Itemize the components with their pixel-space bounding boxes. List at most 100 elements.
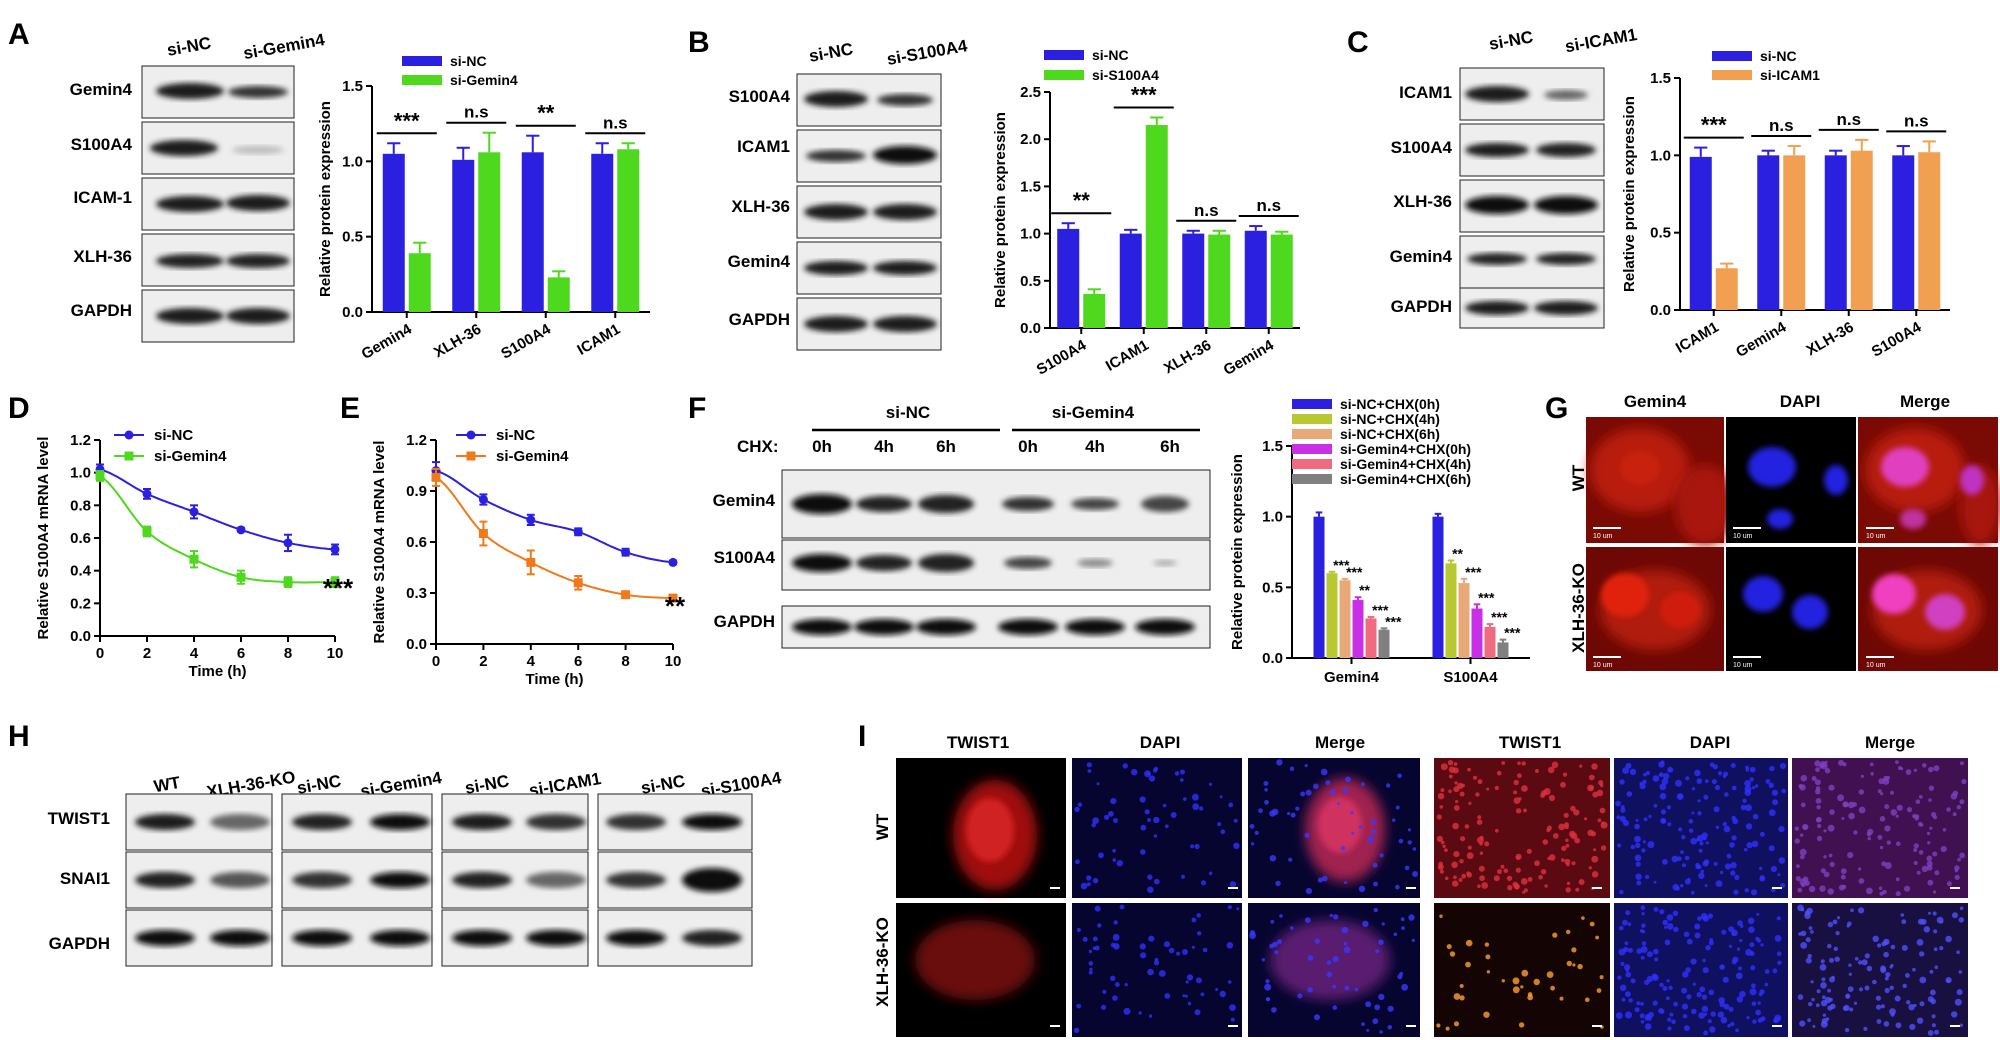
cell-dot <box>1823 829 1827 833</box>
cell-dot <box>1778 857 1786 864</box>
cell-dot <box>1673 1001 1678 1007</box>
cell-dot <box>1921 865 1929 872</box>
cell-dot <box>1148 775 1156 782</box>
cell-dot <box>1552 932 1558 938</box>
significance-label: ** <box>1073 188 1091 213</box>
panel-i-row-2: XLH-36-KO <box>873 917 892 1007</box>
cell-dot <box>1112 933 1120 941</box>
data-point <box>330 544 340 554</box>
cell-dot <box>1460 836 1466 842</box>
cell-dot <box>1300 791 1306 797</box>
cell-dot <box>1439 805 1444 809</box>
cell-dot <box>1659 792 1667 800</box>
blot-f-chx-label: CHX: <box>737 437 779 456</box>
x-tick-label: 10 <box>327 645 344 662</box>
cell-dot <box>1854 956 1859 961</box>
bar <box>1083 294 1106 328</box>
cell-dot <box>1648 814 1652 819</box>
cell-dot <box>1662 859 1668 865</box>
cell-dot <box>1527 994 1534 1001</box>
cell-dot <box>1591 855 1599 863</box>
bar <box>1365 618 1377 658</box>
legend-label: si-Gemin4 <box>496 448 569 465</box>
western-band <box>370 814 430 830</box>
cell-dot <box>1879 845 1884 850</box>
cell-dot <box>1515 808 1522 814</box>
cell-dot <box>1185 980 1189 984</box>
cell-dot <box>1124 983 1128 987</box>
cell-dot <box>1546 825 1552 831</box>
cell-dot <box>1191 917 1197 923</box>
cell-dot <box>1829 809 1835 815</box>
cell-dot <box>1444 848 1448 852</box>
blot-h-row-2: SNAI1 <box>60 869 110 888</box>
significance-label: n.s <box>1256 196 1281 215</box>
cell-dot <box>1387 1005 1394 1012</box>
cell-dot <box>1704 779 1709 783</box>
cell-dot <box>1876 1004 1882 1010</box>
cell-dot <box>1927 1030 1934 1036</box>
cell-dot <box>1115 982 1120 987</box>
cell-dot <box>1158 970 1166 977</box>
data-point <box>478 529 488 538</box>
cell-dot <box>1749 951 1755 957</box>
cell-dot <box>1563 812 1569 818</box>
y-tick-label: 1.5 <box>1020 178 1041 195</box>
legend-marker <box>466 430 476 440</box>
cell-dot <box>1696 778 1703 784</box>
cell-dot <box>1686 938 1693 945</box>
cell-dot <box>1153 878 1160 885</box>
western-band <box>1077 559 1113 567</box>
scale-bar-label: 10 um <box>1866 533 1886 540</box>
cell-dot <box>1276 759 1283 766</box>
y-tick-label: 1.5 <box>1650 70 1671 87</box>
chart-e: 0.0 0.3 0.6 0.9 1.2 0 2 4 6 8 10 Time (h) Relative S… <box>371 427 686 688</box>
significance-label: ** <box>1452 545 1463 561</box>
cell-dot <box>1626 791 1633 797</box>
cell-dot <box>1578 879 1585 885</box>
cell-dot <box>1675 779 1682 787</box>
cell-dot <box>1371 829 1377 835</box>
cell-dot <box>1367 836 1375 844</box>
cell-dot <box>1686 994 1692 1000</box>
panel-label-d: D <box>8 392 30 425</box>
cell-dot <box>1437 793 1445 800</box>
cell-dot <box>1579 764 1583 768</box>
western-band <box>135 814 195 830</box>
x-tick-label: XLH-36 <box>1803 319 1856 360</box>
cell-dot <box>1820 982 1827 989</box>
cell-dot <box>1744 848 1748 852</box>
cell-dot <box>1827 988 1831 993</box>
cell-dot <box>1700 869 1705 874</box>
bar <box>1270 234 1293 328</box>
cell-dot <box>1662 986 1668 991</box>
cell-dot <box>1475 792 1480 797</box>
cell-dot <box>1289 766 1295 771</box>
cell-dot <box>1116 860 1124 867</box>
cell-dot <box>1834 956 1840 962</box>
cell-dot <box>1913 843 1919 849</box>
cell-dot <box>1816 816 1822 823</box>
cell-dot <box>1497 869 1502 875</box>
cell-dot <box>1092 817 1099 824</box>
cell-dot <box>1305 789 1312 796</box>
cell-dot <box>1833 946 1839 951</box>
cell-dot <box>1676 856 1682 862</box>
cell-dot <box>1827 943 1832 949</box>
panel-label-a: A <box>8 18 30 51</box>
cell-dot <box>1894 995 1901 1002</box>
cell-dot <box>1837 794 1845 802</box>
cell-dot <box>1636 880 1642 886</box>
data-point <box>431 472 441 482</box>
cell-dot <box>1836 916 1841 920</box>
cell-dot <box>1447 760 1454 766</box>
cell-dot <box>1192 793 1199 801</box>
cell-dot <box>1598 780 1604 786</box>
cell-dot <box>1744 789 1752 796</box>
blot-c: si-NC si-ICAM1 ICAM1 S100A4 XLH-36 Gemin… <box>1390 25 1639 329</box>
x-tick-label: 4 <box>190 645 199 662</box>
cell-dot <box>1566 881 1571 886</box>
cell-dot <box>1400 917 1405 922</box>
cell-dot <box>1622 819 1629 827</box>
cell-dot <box>1695 862 1700 868</box>
